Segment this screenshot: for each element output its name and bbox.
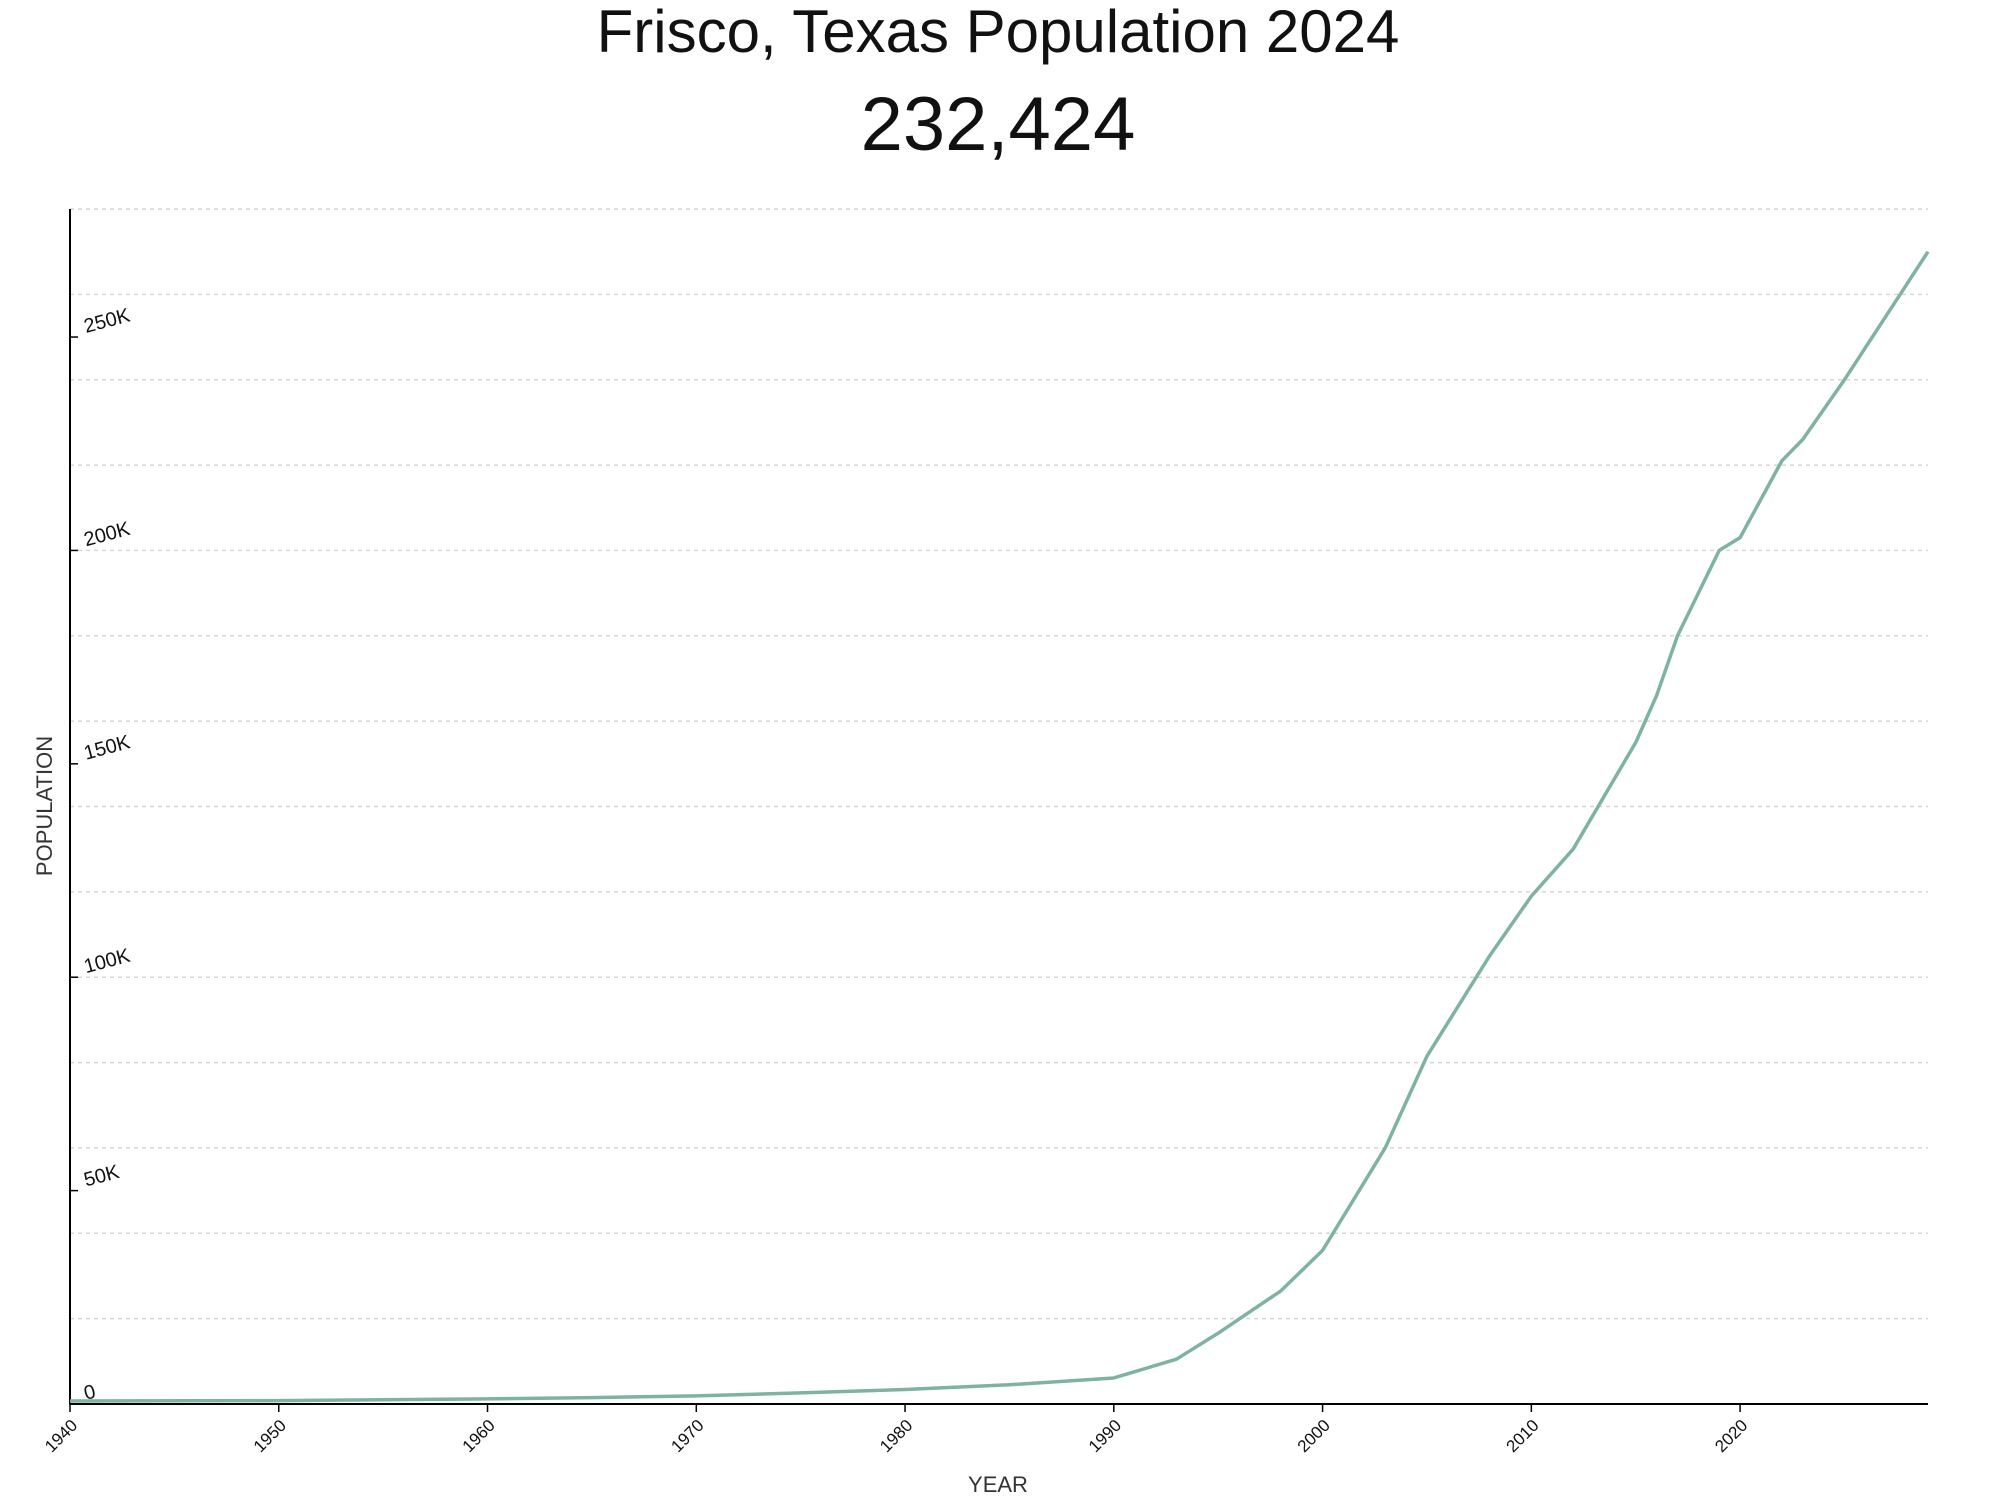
x-tick-label: 2010 — [1502, 1416, 1542, 1456]
x-tick-label: 1960 — [459, 1416, 499, 1456]
x-tick-label: 2020 — [1711, 1416, 1751, 1456]
y-tick-label: 200K — [82, 518, 133, 552]
x-tick-label: 2000 — [1294, 1416, 1334, 1456]
x-tick-label: 1940 — [41, 1416, 81, 1456]
x-axis-label: YEAR — [968, 1472, 1028, 1496]
x-tick-label: 1970 — [667, 1416, 707, 1456]
x-tick-label: 1950 — [250, 1416, 290, 1456]
line-series — [69, 250, 1930, 1403]
y-tick-label: 0 — [82, 1381, 98, 1405]
x-tick-label: 1980 — [876, 1416, 916, 1456]
y-tick-label: 250K — [82, 304, 133, 338]
chart-title: Frisco, Texas Population 2024 — [597, 0, 1400, 65]
chart-subtitle: 232,424 — [861, 82, 1136, 167]
y-tick-label: 150K — [82, 731, 133, 765]
y-tick-label: 50K — [82, 1161, 123, 1192]
x-tick-label: 1990 — [1085, 1416, 1125, 1456]
y-tick-label: 100K — [82, 945, 133, 979]
y-axis-label: POPULATION — [32, 736, 57, 876]
